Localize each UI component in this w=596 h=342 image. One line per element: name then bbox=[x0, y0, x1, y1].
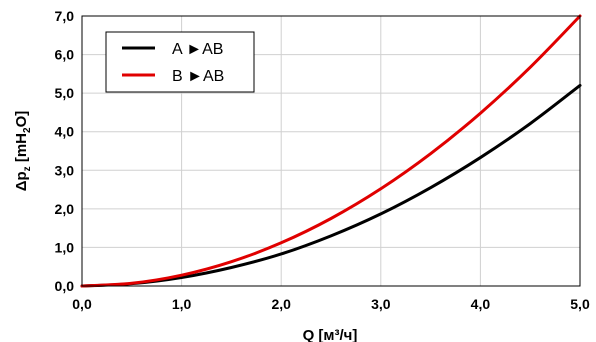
series-line-b-ab bbox=[80, 14, 582, 288]
x-tick-label: 1,0 bbox=[172, 296, 192, 312]
x-tick-label: 4,0 bbox=[471, 296, 491, 312]
y-tick-label: 6,0 bbox=[55, 47, 75, 63]
y-axis-title-unit-sub: 2 bbox=[22, 127, 33, 133]
legend: A ►AB B ►AB bbox=[105, 31, 255, 93]
plot-frame bbox=[81, 15, 581, 287]
x-axis-title: Q [м³/ч] bbox=[303, 327, 358, 342]
legend-label-a-ab: A ►AB bbox=[172, 41, 223, 58]
y-tick-label: 4,0 bbox=[55, 124, 75, 140]
tick-labels: 0,0 1,0 2,0 3,0 4,0 5,0 0,0 1,0 2,0 3,0 4,0 5,0 6,0 7… bbox=[55, 8, 590, 312]
series-lines bbox=[80, 14, 582, 288]
y-axis-title-unit: [mH bbox=[13, 133, 30, 166]
y-tick-label: 0,0 bbox=[55, 278, 75, 294]
y-tick-label: 1,0 bbox=[55, 239, 75, 255]
legend-label-b-ab: B ►AB bbox=[172, 68, 224, 85]
x-tick-label: 3,0 bbox=[371, 296, 391, 312]
legend-box bbox=[105, 31, 255, 93]
y-axis-title-unit-end: O] bbox=[13, 111, 30, 128]
series-line-a-ab bbox=[80, 83, 582, 288]
y-axis-title-main: Δp bbox=[13, 171, 30, 191]
x-tick-label: 2,0 bbox=[271, 296, 291, 312]
y-tick-label: 3,0 bbox=[55, 162, 75, 178]
y-tick-label: 7,0 bbox=[55, 8, 75, 24]
x-tick-label: 5,0 bbox=[570, 296, 590, 312]
x-tick-label: 0,0 bbox=[72, 296, 92, 312]
y-tick-label: 5,0 bbox=[55, 85, 75, 101]
y-tick-label: 2,0 bbox=[55, 201, 75, 217]
y-axis-title-sub: z bbox=[22, 166, 33, 171]
y-axis-title: Δpz [mH2O] bbox=[13, 111, 33, 192]
